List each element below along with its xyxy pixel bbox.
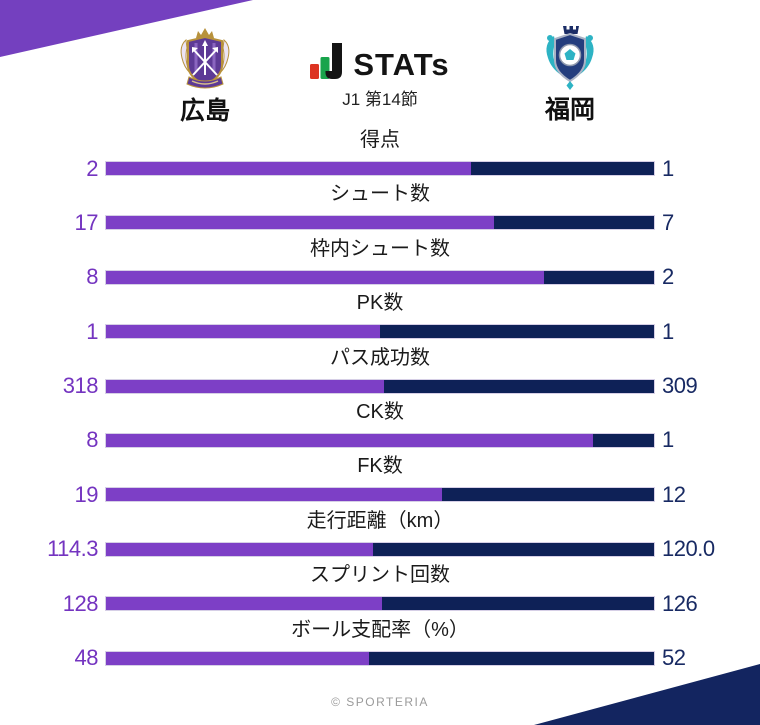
stat-bar-track: [105, 378, 655, 394]
stat-label: シュート数: [330, 183, 430, 206]
stat-bar-track: [105, 432, 655, 448]
stat-bar-track: [105, 596, 655, 612]
away-bar-segment: [494, 216, 654, 230]
home-value: 114.3: [47, 536, 98, 562]
match-subtitle: J1 第14節: [342, 90, 418, 109]
home-bar-segment: [106, 162, 472, 175]
stat-label: ボール支配率（%）: [291, 618, 469, 641]
sanfrecce-hiroshima-crest: [180, 28, 230, 89]
home-value: 8: [86, 264, 98, 290]
stat-bar-track: [105, 487, 655, 503]
stat-bar-track: [105, 324, 655, 340]
stat-label: スプリント回数: [310, 564, 450, 587]
home-value: 128: [62, 590, 99, 616]
stat-bar-line: 17 7: [0, 209, 760, 236]
home-bar-segment: [106, 325, 380, 339]
home-bar-segment: [106, 597, 383, 611]
stats-list: 得点 2 1 シュート数 17 7 枠内シュート数 8: [0, 128, 760, 672]
stat-bar-track: [105, 269, 655, 285]
stat-bar-line: 318 309: [0, 373, 760, 400]
away-bar-segment: [369, 651, 654, 665]
home-value: 19: [74, 481, 99, 507]
stat-row: CK数 8 1: [0, 400, 760, 454]
away-value: 7: [662, 209, 674, 235]
away-value: 1: [662, 427, 674, 453]
footer-credit: © SPORTERIA: [331, 695, 429, 709]
home-team-block: 広島: [135, 27, 275, 126]
stat-label: 枠内シュート数: [310, 237, 450, 260]
away-value: 1: [662, 155, 674, 181]
stat-bar-track: [105, 650, 655, 666]
home-bar-segment: [106, 379, 384, 393]
away-bar-segment: [544, 270, 654, 284]
stat-row: FK数 19 12: [0, 454, 760, 508]
stat-bar-track: [105, 161, 655, 176]
home-bar-segment: [106, 433, 594, 447]
stat-row: スプリント回数 128 126: [0, 563, 760, 617]
home-value: 318: [62, 373, 99, 399]
home-team-name: 広島: [179, 97, 230, 125]
home-bar-segment: [106, 270, 545, 284]
home-value: 48: [74, 645, 99, 671]
stat-row: パス成功数 318 309: [0, 346, 760, 400]
home-value: 1: [86, 318, 98, 344]
stat-bar-line: 8 1: [0, 427, 760, 454]
away-bar-segment: [380, 325, 654, 339]
stat-bar-line: 48 52: [0, 645, 760, 672]
stat-row: シュート数 17 7: [0, 182, 760, 236]
brand: STATs: [0, 43, 760, 83]
stat-row: 枠内シュート数 8 2: [0, 237, 760, 291]
stat-label: 得点: [360, 129, 400, 151]
stat-label: FK数: [357, 455, 403, 478]
home-bar-segment: [106, 542, 374, 556]
header: 広島 STATs J1 第14節 福岡: [0, 0, 760, 130]
home-bar-segment: [106, 216, 495, 230]
stat-row: PK数 1 1: [0, 291, 760, 345]
avispa-fukuoka-crest: [546, 26, 594, 90]
away-team-name: 福岡: [544, 96, 595, 124]
away-bar-segment: [383, 379, 654, 393]
home-bar-segment: [106, 651, 370, 665]
home-value: 8: [86, 427, 98, 453]
stat-bar-line: 19 12: [0, 481, 760, 508]
stat-bar-line: 114.3 120.0: [0, 536, 760, 563]
stat-label: パス成功数: [330, 346, 430, 369]
stat-row: 得点 2 1: [0, 128, 760, 182]
stat-label: PK数: [356, 292, 404, 315]
away-team-block: 福岡: [500, 24, 640, 125]
away-value: 52: [662, 645, 686, 671]
brand-title: STATs: [353, 47, 450, 83]
away-bar-segment: [471, 162, 654, 175]
stat-bar-track: [105, 215, 655, 231]
away-value: 126: [662, 590, 698, 616]
away-value: 2: [662, 264, 674, 290]
j-stats-logo-icon: [310, 43, 343, 79]
away-value: 1: [662, 318, 674, 344]
stat-row: 走行距離（km） 114.3 120.0: [0, 509, 760, 563]
home-bar-segment: [106, 488, 442, 502]
stat-bar-line: 8 2: [0, 264, 760, 291]
home-value: 2: [86, 155, 98, 181]
stat-bar-line: 1 1: [0, 318, 760, 345]
stat-bar-line: 2 1: [0, 155, 760, 182]
stat-row: ボール支配率（%） 48 52: [0, 618, 760, 672]
away-value: 12: [662, 481, 686, 507]
away-bar-segment: [441, 488, 654, 502]
stat-label: 走行距離（km）: [306, 509, 454, 532]
away-value: 120.0: [662, 536, 715, 562]
away-value: 309: [662, 373, 698, 399]
stat-bar-line: 128 126: [0, 590, 760, 617]
stat-bar-track: [105, 541, 655, 557]
away-bar-segment: [593, 433, 654, 447]
home-value: 17: [74, 209, 99, 235]
away-bar-segment: [382, 597, 654, 611]
away-bar-segment: [373, 542, 654, 556]
stat-label: CK数: [356, 400, 404, 423]
